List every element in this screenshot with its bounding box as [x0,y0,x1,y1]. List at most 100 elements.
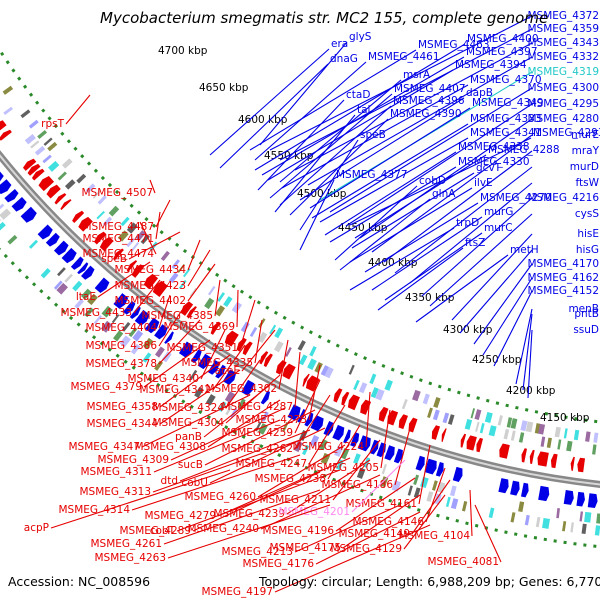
forward-gene-arrow [587,493,598,509]
kbp-tick-label: 4350 kbp [405,292,455,304]
feature-mark-1 [420,476,429,489]
label-leader-line [131,454,301,511]
feature-mark-1 [87,293,98,306]
reverse-gene-arrow [259,351,269,365]
gene-label: pntB [574,308,599,320]
gene-label: MSMEG_4259 [221,427,293,439]
gene-label: MSMEG_4149 [338,528,410,540]
gene-label: sucB [178,459,203,471]
label-leader-line [365,391,371,448]
feature-mark-0 [93,315,102,325]
forward-gene-arrow [154,324,168,340]
feature-mark-2 [42,154,52,164]
gene-label: glnA [432,188,456,200]
feature-mark-3 [274,327,284,339]
feature-mark-0 [74,298,84,309]
gene-label: MSMEG_4201 [278,506,350,518]
label-leader-line [209,48,330,156]
feature-mark-2 [488,425,497,437]
feature-mark-3 [37,129,48,140]
feature-mark-3 [135,230,146,241]
reverse-gene-arrow [180,301,194,316]
feature-mark-3 [177,263,186,273]
gene-label: dnaG [330,53,358,65]
forward-gene-arrow [134,309,150,326]
label-leader-line [167,504,331,559]
label-leader-line [179,429,311,482]
feature-mark-0 [535,516,541,528]
gene-label: aceE [215,365,240,377]
feature-mark-0 [7,234,18,245]
feature-mark-3 [497,415,503,426]
reverse-gene-arrow [0,120,7,131]
feature-mark-3 [348,364,355,375]
forward-gene-arrow [81,265,95,280]
reverse-gene-arrow [476,437,483,453]
label-leader-line [351,459,406,513]
feature-mark-0 [254,421,262,432]
label-leader-line [409,182,533,284]
gene-label: MSMEG_4433 [60,307,132,319]
gene-label: metH [510,244,539,256]
reverse-gene-arrow [341,391,350,406]
feature-mark-3 [207,285,216,296]
feature-mark-1 [449,485,457,497]
label-leader-line [207,399,281,448]
reverse-gene-arrow [408,417,418,433]
feature-mark-1 [28,239,39,249]
feature-mark-3 [422,393,430,405]
reverse-gene-arrow [347,394,360,411]
reverse-gene-arrow [431,425,441,440]
feature-mark-0 [450,498,459,510]
kbp-tick-label: 4400 kbp [368,257,418,269]
feature-mark-1 [237,398,246,410]
gene-label: MSMEG_4474 [82,248,154,260]
reverse-gene-arrow [126,260,138,272]
reverse-gene-arrow [143,273,159,290]
reverse-gene-arrow [302,373,310,387]
label-leader-line [364,202,479,273]
label-leader-line [257,444,346,498]
label-leader-line [187,239,201,271]
reverse-gene-arrow [360,399,372,415]
feature-mark-3 [269,324,277,335]
gene-label: ssuD [573,324,599,336]
feature-mark-3 [108,205,120,217]
gene-label: MSMEG_4240 [187,523,259,535]
gene-label: murC [484,222,513,234]
reverse-gene-arrow [537,451,549,467]
gene-label: MSMEG_4289 [119,525,191,537]
gene-label: MSMEG_4170 [527,258,599,270]
feature-mark-3 [433,397,441,408]
label-leader-line [50,469,231,529]
label-leader-line [158,309,183,347]
gene-label: murD [570,161,599,173]
forward-gene-arrow [37,224,53,240]
gene-label: MSMEG_4152 [527,285,599,297]
reverse-gene-arrow [0,129,12,141]
gene-label: MSMEG_4344 [86,418,158,430]
feature-mark-1 [111,314,120,324]
label-leader-line [260,474,381,530]
feature-mark-2 [503,428,510,440]
feature-mark-2 [24,133,36,145]
label-leader-line [515,308,533,385]
reverse-gene-arrow [78,216,93,232]
label-leader-line [158,319,201,365]
forward-gene-arrow [415,455,425,471]
reverse-gene-arrow [441,428,447,442]
feature-mark-2 [540,436,546,447]
forward-gene-arrow [241,379,255,396]
label-leader-line [158,294,171,329]
feature-mark-3 [309,346,317,357]
feature-mark-2 [34,145,46,156]
gene-label: MSMEG_4461 [368,51,440,63]
gene-label: MSMEG_4213 [221,546,293,558]
label-leader-line [415,254,509,323]
label-leader-line [261,56,465,176]
feature-mark-2 [324,366,334,379]
reverse-gene-arrow [22,158,37,171]
forward-gene-arrow [323,421,334,436]
gene-label: MSMEG_4338 [458,141,530,153]
feature-mark-0 [524,514,530,526]
